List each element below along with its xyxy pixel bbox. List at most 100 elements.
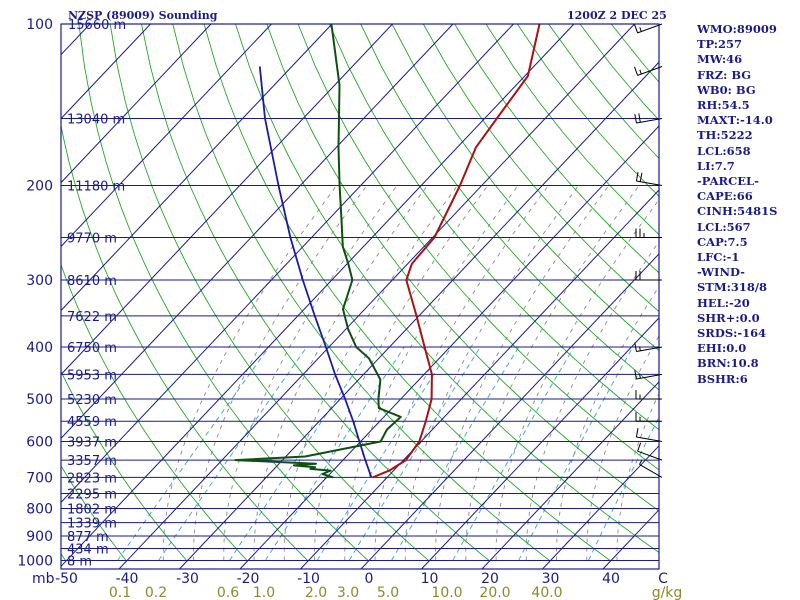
- wind-barb-flag: [638, 113, 641, 123]
- isotherm-line: [60, 23, 333, 311]
- isotherm-line: [421, 317, 660, 570]
- sounding-profiles: [234, 24, 541, 479]
- wind-barb-flag: [639, 27, 642, 32]
- wind-barb-flag: [634, 66, 639, 76]
- wind-barb: [635, 428, 663, 442]
- wind-barb-flag: [635, 428, 639, 438]
- parcel-trace-line: [258, 66, 373, 478]
- height-label: 7622 m: [67, 310, 117, 325]
- mixing-ratio-tick-label: 40.0: [531, 585, 562, 600]
- height-label: 5230 m: [67, 393, 117, 408]
- wind-barb: [634, 342, 663, 352]
- wind-barb-flag: [634, 24, 639, 34]
- stat-cape: CAPE:66: [697, 189, 753, 204]
- wind-barb-flag: [639, 172, 643, 182]
- height-label: 3357 m: [67, 454, 117, 469]
- height-label: 6750 m: [67, 341, 117, 356]
- isotherm-line: [60, 23, 514, 503]
- wind-barb-flag: [635, 172, 639, 182]
- temperature-tick-label: 0: [365, 571, 374, 587]
- stat-lfc: LFC:-1: [697, 250, 740, 265]
- stat-lcl: LCL:658: [697, 143, 751, 158]
- dry-adiabat-line: [0, 24, 5, 561]
- wind-barb: [634, 113, 663, 124]
- wind-barb-flag: [639, 346, 641, 351]
- mixing-ratio-tick-label: 20.0: [479, 585, 510, 600]
- isotherm-line: [118, 23, 635, 570]
- temperature-tick-label: -40: [116, 571, 139, 587]
- height-label: 15660 m: [68, 18, 126, 33]
- height-label: 5953 m: [67, 368, 117, 383]
- mixing-ratio-tick-label: 0.1: [109, 585, 131, 600]
- isotherm-line: [60, 23, 454, 439]
- pressure-tick-label: 500: [26, 392, 53, 408]
- temperature-profile-line: [372, 24, 541, 479]
- stat-cinh: CINH:5481S: [697, 204, 778, 219]
- wind-barb-staff: [636, 346, 663, 352]
- temperature-tick-label: 10: [421, 571, 439, 587]
- height-label: 1339 m: [67, 517, 117, 532]
- wind-barb-flag: [634, 370, 637, 380]
- temperature-tick-label: 40: [602, 571, 620, 587]
- mixing-ratio-tick-label: 10.0: [431, 585, 462, 600]
- pressure-unit-label: mb: [32, 571, 55, 587]
- axis-labels: 15660 m 13040 m 11180 m 9770 m 8610 m 7622 m 6…: [17, 17, 682, 600]
- height-label: 3937 m: [67, 436, 117, 451]
- stat-th: TH:5222: [697, 128, 753, 143]
- temperature-tick-label: -10: [297, 571, 320, 587]
- stat-maxt: MAXT:-14.0: [697, 113, 773, 128]
- isotherm-line: [602, 509, 660, 570]
- isotherm-line: [60, 23, 91, 56]
- temperature-tick-label: C: [658, 571, 668, 587]
- wind-barb-staff: [637, 23, 663, 34]
- pressure-tick-label: 900: [26, 529, 53, 545]
- stat-hel: HEL:-20: [697, 295, 750, 310]
- stat-frz: FRZ: BG: [697, 67, 752, 82]
- wind-barb-staff: [637, 66, 663, 76]
- wind-barb-flag: [639, 373, 641, 379]
- sounding-time: 1200Z 2 DEC 25: [567, 9, 667, 22]
- stat-stm: STM:318/8: [697, 280, 768, 295]
- wind-barb: [637, 442, 663, 461]
- wind-barb-flag: [634, 342, 637, 352]
- height-label: 2295 m: [67, 488, 117, 503]
- temperature-tick-label: -20: [237, 571, 260, 587]
- isotherm-line: [60, 23, 575, 567]
- height-label: 2823 m: [67, 471, 117, 486]
- pressure-tick-label: 600: [26, 435, 53, 451]
- wind-barb: [634, 23, 663, 34]
- height-label: 9770 m: [67, 232, 117, 247]
- height-label: 877 m: [67, 530, 109, 545]
- wind-barb: [634, 370, 663, 380]
- stats-panel: WMO:89009 TP:257 MW:46 FRZ: BG WB0: BG R…: [697, 22, 797, 387]
- stat-brn: BRN:10.8: [697, 356, 759, 371]
- wind-barb: [639, 460, 663, 478]
- stat-li: LI:7.7: [697, 158, 735, 173]
- height-label: 13040 m: [67, 113, 125, 128]
- stat-ehi: EHI:0.0: [697, 341, 747, 356]
- stat-parcel-lcl: LCL:567: [697, 219, 751, 234]
- dewpoint-profile-line: [234, 24, 402, 479]
- temperature-tick-label: -50: [55, 571, 78, 587]
- height-label: 434 m: [67, 543, 109, 558]
- height-label: 4559 m: [67, 415, 117, 430]
- stat-shr: SHR+:0.0: [697, 310, 760, 325]
- wind-barb: [635, 390, 662, 400]
- plot-area-background: [61, 24, 659, 569]
- wind-barb-staff: [637, 450, 663, 461]
- mixing-ratio-tick-label: 0.6: [217, 585, 239, 600]
- stat-wb0: WB0: BG: [697, 82, 756, 97]
- wind-barb: [635, 228, 662, 238]
- height-label: 8 m: [67, 555, 92, 570]
- stat-rh: RH:54.5: [697, 98, 750, 113]
- stat-wind-heading: -WIND-: [697, 265, 745, 280]
- isotherm-line: [60, 23, 212, 183]
- stat-bshr: BSHR:6: [697, 371, 748, 386]
- stat-mw: MW:46: [697, 52, 743, 67]
- wind-barb-staff: [636, 118, 663, 124]
- temperature-tick-label: 20: [481, 571, 499, 587]
- wind-barb: [634, 66, 663, 76]
- isotherm-line: [60, 23, 151, 119]
- height-label: 1802 m: [67, 503, 117, 518]
- wind-barb-flag: [639, 69, 642, 75]
